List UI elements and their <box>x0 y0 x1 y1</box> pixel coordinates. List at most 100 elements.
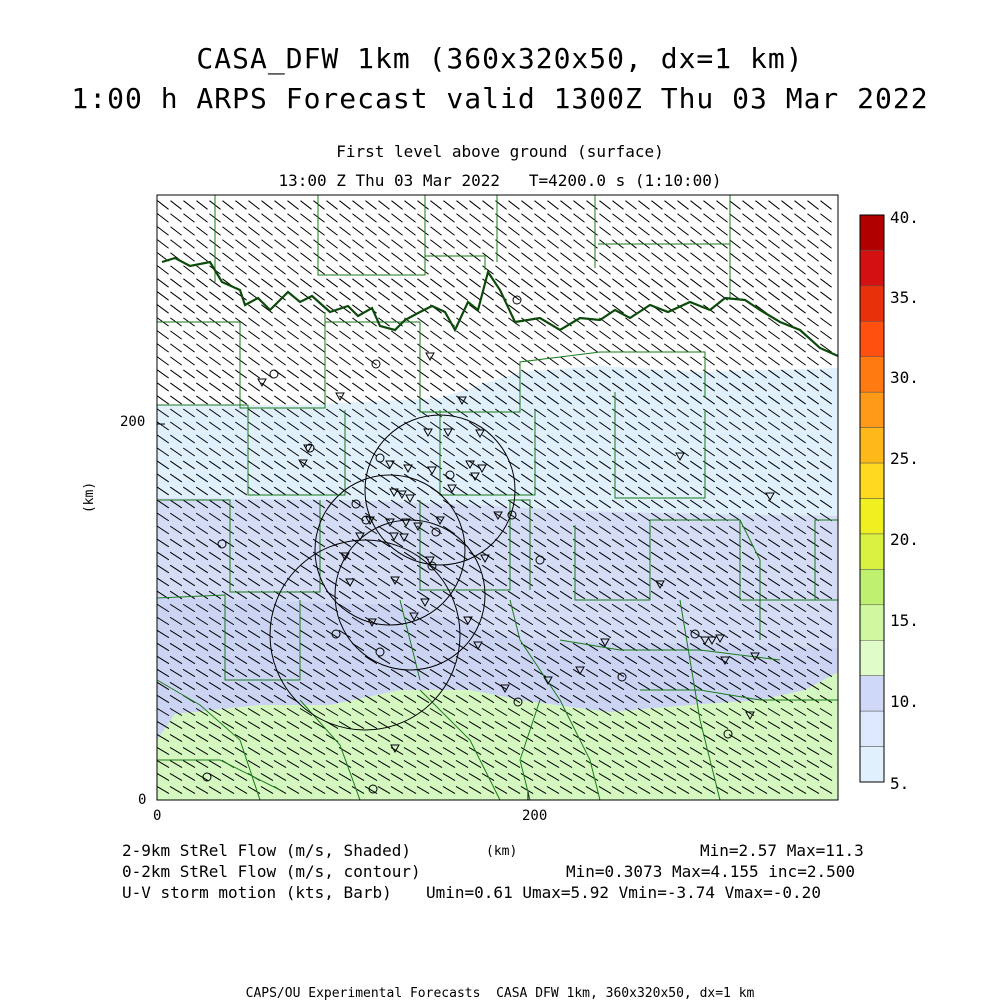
wind-barb <box>390 720 404 730</box>
wind-barb <box>274 369 286 379</box>
wind-barb <box>637 786 651 794</box>
wind-barb <box>767 590 781 600</box>
wind-barb <box>663 447 677 457</box>
wind-barb <box>599 382 611 392</box>
wind-barb <box>430 252 442 262</box>
wind-barb <box>715 499 729 509</box>
wind-barb <box>260 421 274 431</box>
wind-barb <box>455 564 469 574</box>
wind-barb <box>754 668 768 678</box>
wind-barb <box>560 200 572 210</box>
wind-barb <box>780 421 794 431</box>
wind-barb <box>520 603 534 613</box>
wind-barb <box>806 421 820 431</box>
wind-barb <box>715 577 729 587</box>
wind-barb <box>273 408 287 418</box>
wind-barb <box>572 760 586 768</box>
wind-barb <box>364 395 378 405</box>
wind-barb <box>767 733 781 743</box>
wind-barb <box>378 239 390 249</box>
wind-barb <box>586 356 598 366</box>
wind-barb <box>247 473 261 483</box>
wind-barb <box>520 447 534 457</box>
wind-barb <box>274 239 286 249</box>
wind-barb <box>234 421 248 431</box>
wind-barb <box>260 447 274 457</box>
wind-barb <box>456 330 468 340</box>
wind-barb <box>625 252 637 262</box>
station-marker-circle <box>361 515 371 525</box>
wind-barb <box>755 343 767 353</box>
wind-barb <box>221 408 235 418</box>
wind-barb <box>195 577 209 587</box>
wind-barb <box>663 564 677 574</box>
wind-barb <box>624 733 638 743</box>
wind-barb <box>611 681 625 691</box>
wind-barb <box>742 226 754 236</box>
wind-barb <box>741 694 755 704</box>
wind-barb <box>469 278 481 288</box>
wind-barb <box>313 213 325 223</box>
wind-barb <box>338 512 352 522</box>
wind-barb <box>559 733 573 743</box>
wind-barb <box>221 421 235 431</box>
wind-barb <box>598 395 612 405</box>
wind-barb <box>690 330 702 340</box>
wind-barb <box>182 434 196 444</box>
wind-barb <box>429 747 443 755</box>
wind-barb <box>599 252 611 262</box>
valid-time-label: 13:00 Z Thu 03 Mar 2022 T=4200.0 s (1:10… <box>278 171 722 190</box>
wind-barb <box>378 330 390 340</box>
wind-barb <box>429 655 443 665</box>
wind-barb <box>573 317 585 327</box>
wind-barb <box>261 213 273 223</box>
wind-barb <box>234 499 248 509</box>
wind-barb <box>390 603 404 613</box>
wind-barb <box>585 590 599 600</box>
wind-barb <box>195 538 209 548</box>
station-marker-circle <box>723 729 733 739</box>
wind-barb <box>156 577 170 587</box>
wind-barb <box>781 200 793 210</box>
wind-barb <box>624 408 638 418</box>
wind-barb <box>455 460 469 470</box>
wind-barb <box>456 356 468 366</box>
wind-barb <box>521 226 533 236</box>
wind-barb <box>715 486 729 496</box>
wind-barb <box>364 707 378 717</box>
wind-barb <box>377 525 391 535</box>
wind-barb <box>521 213 533 223</box>
wind-barb <box>585 564 599 574</box>
wind-barb <box>546 655 560 665</box>
wind-barb <box>300 265 312 275</box>
wind-barb <box>819 629 833 639</box>
wind-barb <box>741 720 755 730</box>
wind-barb <box>780 512 794 522</box>
wind-barb <box>715 590 729 600</box>
wind-barb <box>806 733 820 743</box>
wind-barb <box>767 564 781 574</box>
wind-barb <box>586 278 598 288</box>
wind-barb <box>690 213 702 223</box>
wind-barb <box>625 226 637 236</box>
wind-barb <box>716 278 728 288</box>
wind-barb <box>819 564 833 574</box>
wind-barb <box>351 681 365 691</box>
wind-barb <box>663 786 677 794</box>
wind-barb <box>221 642 235 652</box>
station-marker-triangle <box>390 576 400 586</box>
wind-barb <box>209 291 221 301</box>
wind-barb <box>455 760 469 768</box>
wind-barb <box>468 760 482 768</box>
wind-barb <box>300 382 312 392</box>
wind-barb <box>560 369 572 379</box>
wind-barb <box>338 603 352 613</box>
wind-barb <box>494 577 508 587</box>
wind-barb <box>182 629 196 639</box>
wind-barb <box>468 773 482 781</box>
wind-barb <box>248 369 260 379</box>
wind-barb <box>702 603 716 613</box>
wind-barb <box>546 707 560 717</box>
wind-barb <box>572 395 586 405</box>
wind-barb <box>196 304 208 314</box>
